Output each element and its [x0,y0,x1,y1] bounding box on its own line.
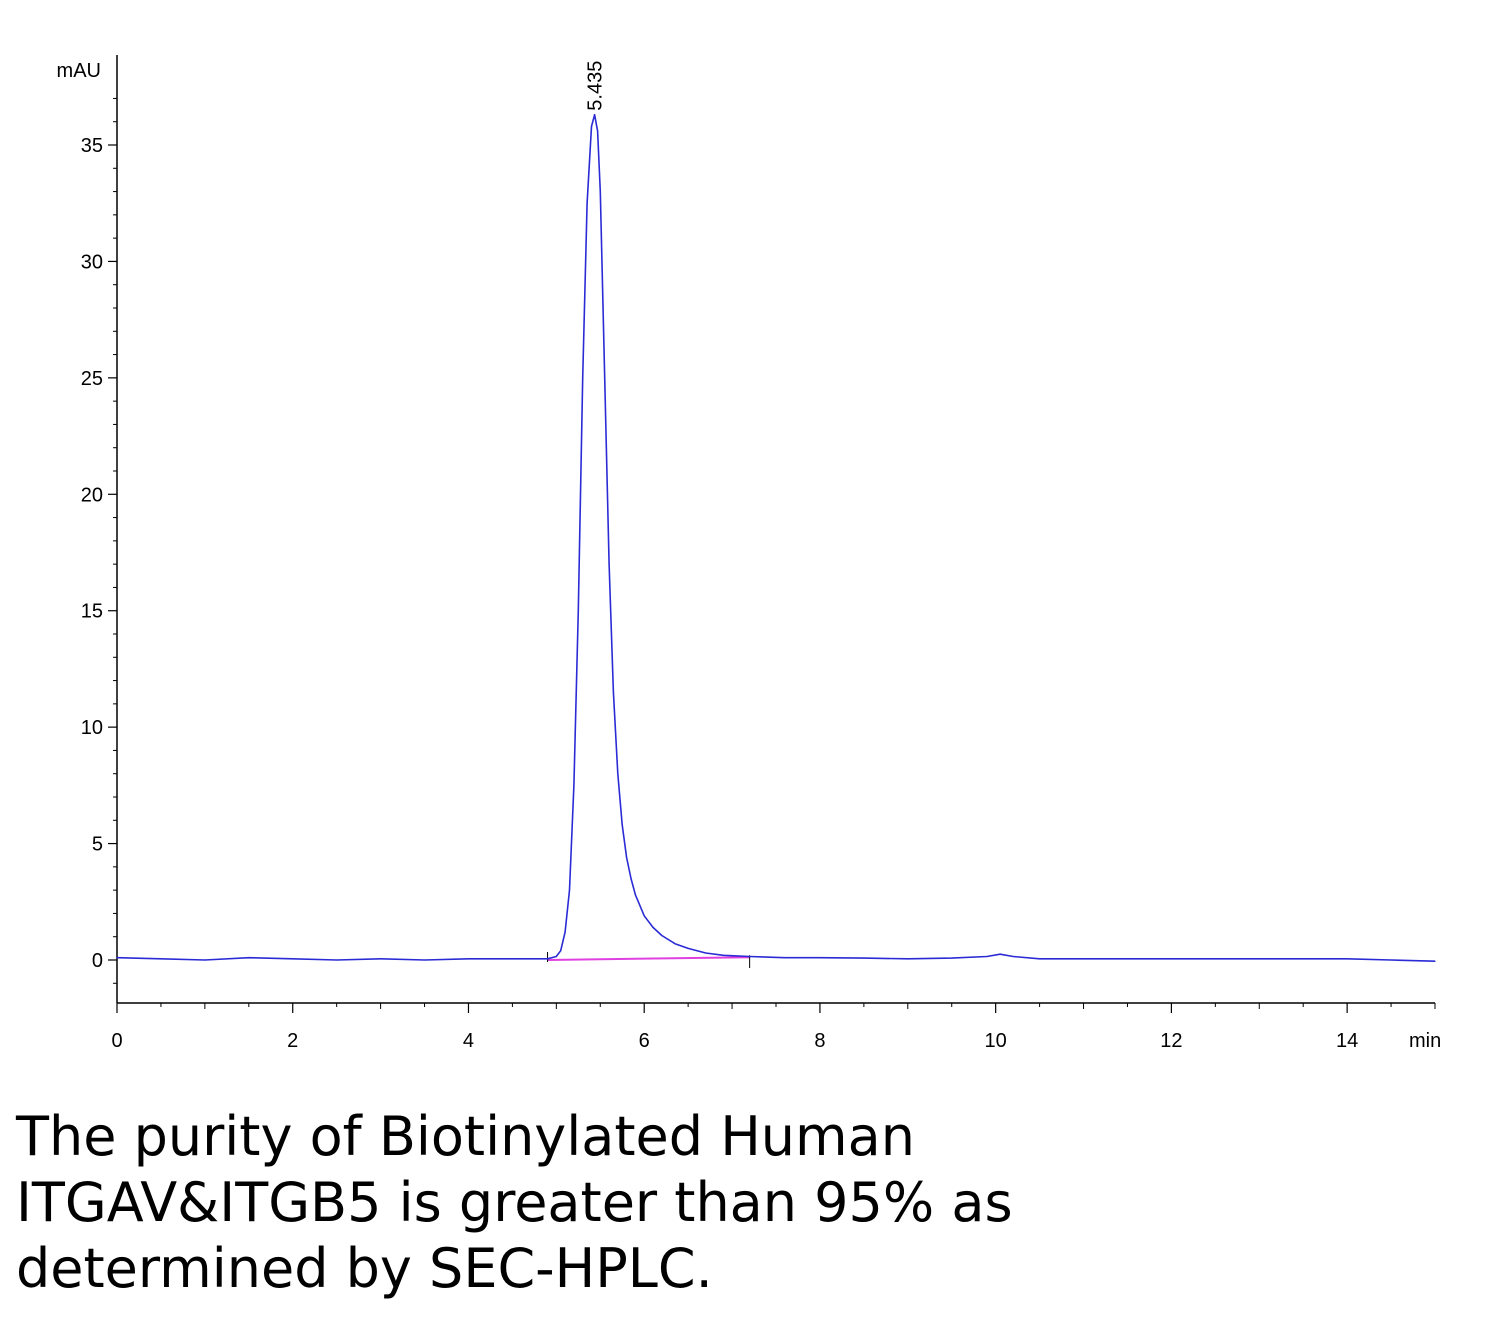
peak-label: 5.435 [585,61,607,111]
series-point [643,915,645,917]
series-point [582,377,584,379]
series-point [986,955,988,958]
x-tick-label: 8 [814,1030,825,1052]
x-tick-label: 6 [639,1030,650,1052]
x-tick-label: 0 [111,1030,122,1052]
series-point [652,926,654,929]
series-point [705,952,707,954]
caption-line-3: determined by SEC-HPLC. [16,1237,713,1300]
series-point [116,957,118,959]
series-point [573,784,575,786]
series-point [999,953,1001,955]
series-point [1082,958,1085,960]
series-point [907,958,909,960]
x-axis: 0 2 4 6 8 10 12 14 min [111,1002,1441,1052]
chromatogram-chart: 0 5 10 15 20 25 30 35 mAU 0 2 4 6 8 10 12 14 min 5.435 [57,55,1441,1052]
series-point [626,856,628,859]
series-point [1390,959,1392,961]
y-tick-label: 15 [81,601,103,623]
series-line [116,113,1436,962]
caption-line-1: The purity of Biotinylated Human [16,1105,915,1168]
series-point [604,377,606,379]
series-point [634,894,637,896]
series-point [749,955,751,958]
series-point [661,934,663,937]
series-point [467,958,470,960]
y-axis: 0 5 10 15 20 25 30 35 mAU [57,55,118,1003]
series-point [564,931,566,933]
series-point [204,959,206,961]
series-point [612,691,615,693]
series-point [511,958,513,960]
series-point [951,957,953,959]
series-point [586,202,588,204]
series-point [630,877,632,880]
series-point [608,563,610,565]
y-tick-label: 0 [92,950,103,972]
series-point [1012,955,1014,958]
peak-annotations: 5.435 [585,61,607,111]
y-tick-label: 25 [81,368,103,390]
series-group [116,113,1436,968]
series-point [1170,958,1172,960]
series-point [546,958,549,960]
series-point [1039,958,1041,960]
series-point [687,947,689,949]
y-tick-label: 5 [92,834,103,856]
series-point [593,114,596,116]
x-tick-label: 2 [287,1030,298,1052]
y-tick-label: 35 [81,135,103,157]
y-tick-label: 10 [81,717,103,739]
series-point [336,959,338,961]
series-point [423,959,426,961]
series-point [1258,958,1260,960]
x-tick-label: 4 [463,1030,474,1052]
series-point [784,957,786,959]
series-point [722,954,724,956]
series-point [863,957,865,959]
series-point [568,889,571,891]
y-tick-label: 30 [81,251,103,273]
caption-line-2: ITGAV&ITGB5 is greater than 95% as [16,1171,1013,1234]
series-point [1434,960,1436,962]
x-tick-label: 10 [985,1030,1007,1052]
x-tick-label: 12 [1160,1030,1182,1052]
figure-caption: The purity of Biotinylated Human ITGAV&I… [16,1104,1096,1302]
series-point [292,958,294,960]
series-point [380,958,382,960]
x-axis-title: min [1409,1030,1441,1052]
series-point [160,958,162,960]
series-point [674,943,676,945]
series-point [597,130,599,132]
series-point [819,957,821,959]
series-point [590,125,593,127]
series-point [577,610,579,612]
integration-baseline [547,956,750,961]
x-tick-label: 14 [1336,1030,1358,1052]
series-point [248,957,250,959]
series-point [599,190,601,193]
series-point [1346,958,1348,960]
series-point [560,950,562,952]
series-point [555,955,557,958]
y-tick-label: 20 [81,484,103,506]
y-axis-title: mAU [57,60,101,82]
series-point [617,773,619,775]
series-point [621,824,623,826]
